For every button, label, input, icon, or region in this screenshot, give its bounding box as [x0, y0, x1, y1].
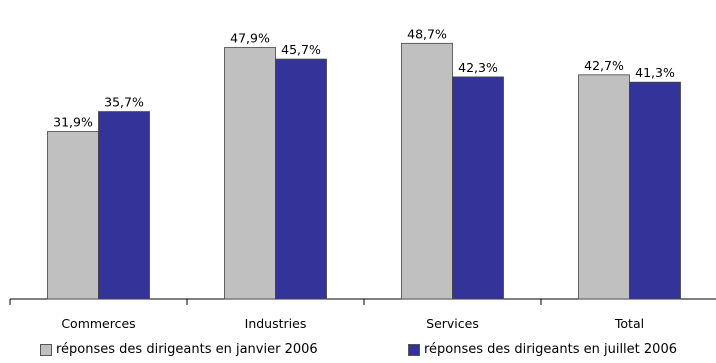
- legend-swatch-january: [40, 343, 52, 356]
- category-label-commerces: Commerces: [61, 316, 135, 331]
- bar-total-january: [578, 74, 630, 300]
- value-label-total-july: 41,3%: [635, 65, 675, 80]
- legend-item-july: réponses des dirigeants en juillet 2006: [408, 342, 677, 357]
- bar-services-july: [452, 76, 504, 300]
- bar-industries-january: [224, 47, 276, 300]
- bar-total-july: [629, 81, 681, 300]
- bar-commerces-january: [47, 131, 99, 300]
- bar-commerces-july: [98, 111, 150, 300]
- bar-services-january: [401, 42, 453, 300]
- value-label-commerces-july: 35,7%: [104, 95, 144, 110]
- value-label-services-january: 48,7%: [407, 26, 447, 41]
- value-label-total-january: 42,7%: [584, 58, 624, 73]
- value-label-industries-july: 45,7%: [281, 42, 321, 57]
- legend-label-january: réponses des dirigeants en janvier 2006: [56, 342, 318, 357]
- legend-swatch-july: [408, 343, 420, 356]
- value-label-services-july: 42,3%: [458, 60, 498, 75]
- bar-chart: 31,9% 35,7% 47,9% 45,7% 48,7% 42,3% 42,7% 41,3%…: [9, 26, 716, 331]
- value-label-commerces-january: 31,9%: [53, 115, 93, 130]
- category-label-industries: Industries: [245, 316, 307, 331]
- category-label-services: Services: [426, 316, 479, 331]
- value-label-industries-january: 47,9%: [230, 31, 270, 46]
- legend-label-july: réponses des dirigeants en juillet 2006: [424, 342, 677, 357]
- category-label-total: Total: [614, 316, 644, 331]
- legend: réponses des dirigeants en janvier 2006 …: [0, 342, 716, 362]
- bar-industries-july: [275, 58, 327, 300]
- legend-item-january: réponses des dirigeants en janvier 2006: [40, 342, 318, 357]
